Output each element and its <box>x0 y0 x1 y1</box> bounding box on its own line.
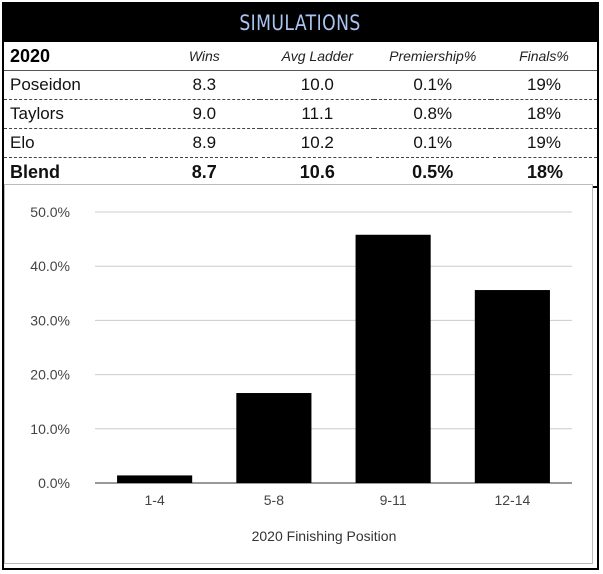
row-name: Poseidon <box>4 70 149 100</box>
bar-1-4 <box>117 475 193 483</box>
bar-5-8 <box>236 393 312 483</box>
row-avg-ladder: 10.2 <box>260 128 375 158</box>
simulation-table: 2020 Wins Avg Ladder Premiership% Finals… <box>4 42 597 188</box>
bars <box>117 234 550 483</box>
row-name: Taylors <box>4 99 149 129</box>
row-finals: 19% <box>490 128 597 158</box>
header-finals: Finals% <box>490 42 597 71</box>
row-wins: 8.3 <box>148 70 261 100</box>
row-finals: 18% <box>488 157 597 188</box>
panel-title: SIMULATIONS <box>239 11 362 35</box>
row-wins: 9.0 <box>148 99 261 129</box>
row-finals: 18% <box>490 99 597 129</box>
y-tick-label: 50.0% <box>30 204 70 220</box>
y-tick-label: 10.0% <box>30 421 70 437</box>
table-row-blend: Blend 8.7 10.6 0.5% 18% <box>4 157 597 188</box>
row-premiership: 0.1% <box>374 128 491 158</box>
table-row-elo: Elo 8.9 10.2 0.1% 19% <box>4 128 597 158</box>
row-avg-ladder: 10.6 <box>258 157 375 188</box>
header-year: 2020 <box>4 42 149 71</box>
x-axis-label: 2020 Finishing Position <box>252 528 397 544</box>
row-premiership: 0.8% <box>374 99 491 129</box>
x-tick-label: 5-8 <box>264 492 284 508</box>
row-finals: 19% <box>490 70 597 100</box>
panel-title-bar: SIMULATIONS <box>4 4 597 42</box>
row-avg-ladder: 10.0 <box>260 70 375 100</box>
table-row-taylors: Taylors 9.0 11.1 0.8% 18% <box>4 99 597 129</box>
row-wins: 8.7 <box>146 157 261 188</box>
y-tick-label: 0.0% <box>38 475 70 491</box>
row-avg-ladder: 11.1 <box>260 99 375 129</box>
y-tick-labels: 0.0% 10.0% 20.0% 30.0% 40.0% 50.0% <box>30 204 70 491</box>
x-tick-label: 1-4 <box>145 492 165 508</box>
bar-12-14 <box>474 290 550 483</box>
header-premiership: Premiership% <box>374 42 491 71</box>
header-wins: Wins <box>148 42 261 71</box>
chart-box: 0.0% 10.0% 20.0% 30.0% 40.0% 50.0% 1-4 5-8 9-11… <box>4 184 593 564</box>
y-tick-label: 30.0% <box>30 312 70 328</box>
row-premiership: 0.1% <box>374 70 491 100</box>
row-premiership: 0.5% <box>372 157 491 188</box>
x-tick-label: 9-11 <box>380 492 407 508</box>
chart-panel: 0.0% 10.0% 20.0% 30.0% 40.0% 50.0% 1-4 5-8 9-11… <box>4 184 597 568</box>
bar-9-11 <box>355 234 431 483</box>
table-row-poseidon: Poseidon 8.3 10.0 0.1% 19% <box>4 70 597 100</box>
x-tick-labels: 1-4 5-8 9-11 12-14 <box>145 492 531 508</box>
y-tick-label: 20.0% <box>30 367 70 383</box>
row-wins: 8.9 <box>148 128 261 158</box>
table-header-row: 2020 Wins Avg Ladder Premiership% Finals… <box>4 42 597 71</box>
y-tick-label: 40.0% <box>30 258 70 274</box>
row-name: Blend <box>4 157 149 188</box>
x-tick-label: 12-14 <box>494 492 530 508</box>
header-avg-ladder: Avg Ladder <box>260 42 375 71</box>
finishing-position-chart: 0.0% 10.0% 20.0% 30.0% 40.0% 50.0% 1-4 5-8 9-11… <box>30 204 572 544</box>
row-name: Elo <box>4 128 149 158</box>
